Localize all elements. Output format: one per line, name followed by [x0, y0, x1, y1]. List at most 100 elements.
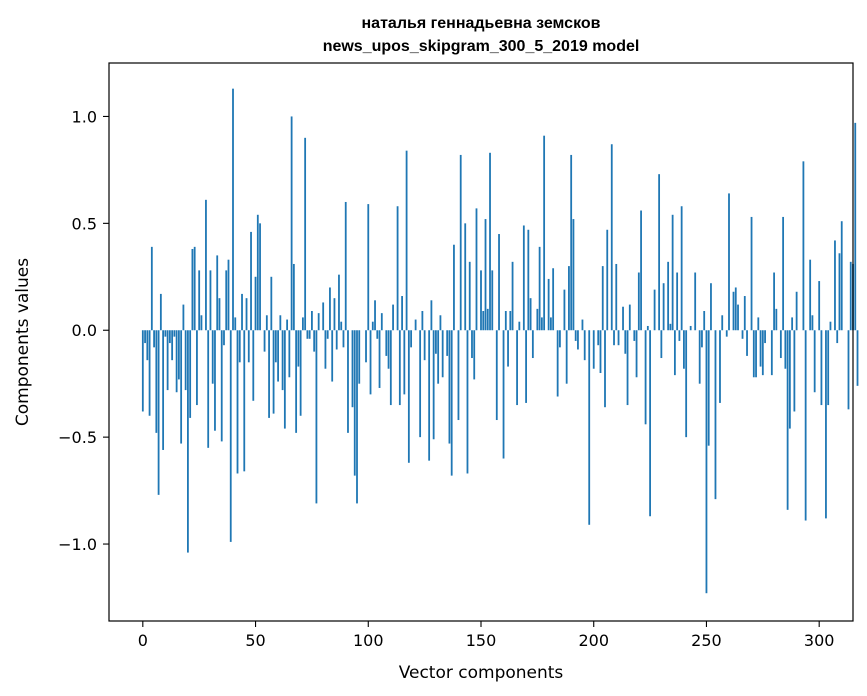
bar: [840, 221, 843, 331]
bar: [344, 201, 347, 331]
bar: [649, 330, 651, 517]
bar: [755, 330, 757, 378]
bar: [475, 208, 478, 331]
bar: [854, 122, 857, 331]
bar: [453, 244, 455, 331]
bar: [374, 300, 376, 331]
bar: [592, 330, 595, 369]
bar: [581, 319, 584, 331]
bar: [141, 330, 144, 412]
bar: [155, 330, 158, 433]
bar: [473, 330, 476, 380]
bar: [667, 261, 670, 331]
bar: [410, 330, 413, 348]
y-axis-ticks: −1.0 −0.5 0.0 0.5 1.0: [58, 107, 109, 554]
bar: [486, 308, 489, 331]
bar: [572, 219, 575, 331]
bar: [597, 330, 600, 346]
bar: [782, 216, 785, 331]
y-axis-label: Components values: [13, 258, 33, 426]
bar: [836, 330, 839, 344]
bar: [464, 223, 467, 331]
bar: [802, 161, 805, 331]
bar: [480, 270, 482, 331]
bar: [292, 263, 295, 331]
bar: [759, 330, 762, 367]
bar: [234, 317, 237, 331]
bar: [471, 330, 473, 359]
bar: [200, 315, 203, 331]
bar: [549, 317, 552, 331]
bar: [811, 315, 814, 331]
bar: [150, 246, 153, 331]
bar: [256, 214, 259, 331]
bar: [283, 330, 286, 429]
x-tick-label: 150: [466, 631, 497, 650]
bar: [182, 304, 185, 331]
bar: [308, 330, 311, 339]
bar: [371, 321, 374, 331]
bar: [450, 330, 453, 476]
bar: [446, 330, 449, 356]
bar: [757, 317, 760, 331]
bar: [196, 330, 198, 406]
bar: [439, 315, 442, 331]
bar: [414, 319, 417, 331]
bar: [301, 317, 304, 331]
bar: [338, 274, 340, 331]
bar: [387, 330, 390, 369]
bar: [227, 259, 230, 331]
bar: [288, 330, 291, 378]
bar: [646, 325, 649, 331]
bar: [432, 330, 435, 440]
bar: [340, 321, 343, 331]
bar: [146, 330, 149, 361]
bar: [277, 330, 279, 382]
bar: [773, 272, 775, 331]
bar: [680, 206, 683, 331]
bar: [421, 311, 424, 331]
bar: [274, 330, 277, 363]
bar: [428, 330, 431, 461]
x-tick-label: 0: [138, 631, 148, 650]
bar: [171, 330, 174, 361]
bar: [216, 255, 219, 331]
bar: [419, 330, 422, 438]
bar: [509, 311, 512, 331]
bars-group: [141, 88, 859, 594]
bar: [601, 266, 604, 331]
bar: [540, 317, 543, 331]
bar: [565, 330, 568, 384]
y-tick-label: 0.0: [72, 321, 97, 340]
bar: [491, 270, 494, 331]
bar: [752, 330, 755, 378]
bar: [574, 330, 577, 341]
bar: [311, 311, 313, 331]
bar: [504, 311, 507, 331]
bar: [430, 300, 433, 331]
bar: [358, 330, 361, 384]
bar: [538, 246, 541, 331]
bar: [746, 330, 748, 356]
bar: [250, 231, 252, 331]
bar: [694, 272, 697, 331]
bar: [838, 253, 841, 331]
bar: [662, 283, 665, 331]
bar: [604, 330, 606, 408]
bar: [531, 330, 534, 359]
bar: [207, 330, 210, 448]
bar: [466, 330, 469, 474]
bar: [689, 325, 692, 331]
bar: [331, 330, 334, 382]
bar: [193, 246, 196, 331]
bar: [628, 304, 631, 331]
bar: [405, 150, 408, 331]
y-tick-label: −0.5: [58, 428, 97, 447]
bar: [435, 330, 437, 354]
bar: [635, 330, 638, 378]
bar: [705, 330, 708, 594]
bar: [356, 330, 358, 504]
bar: [392, 304, 394, 331]
bar: [205, 199, 207, 331]
bar: [673, 330, 676, 376]
